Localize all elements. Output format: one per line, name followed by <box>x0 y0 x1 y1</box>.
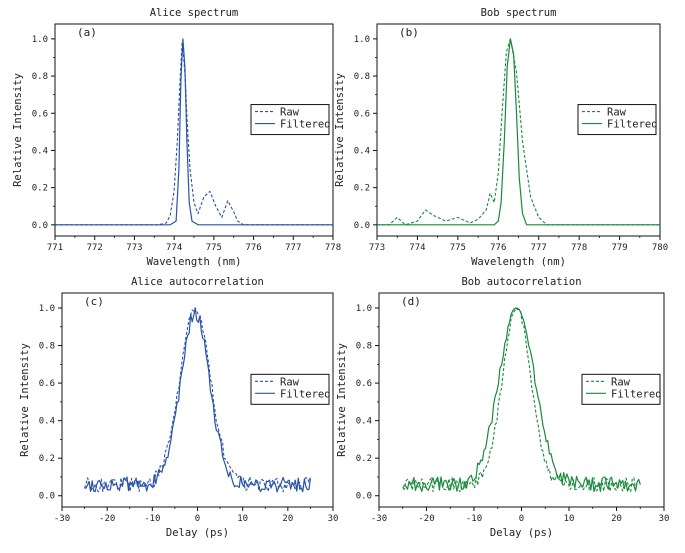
x-tick-label: 777 <box>285 243 301 253</box>
x-tick-label: 20 <box>282 514 293 524</box>
x-tick-label: 775 <box>450 243 466 253</box>
legend-label: Filtered <box>611 388 662 400</box>
chart-panel-a: 771 772 773 774 775 776 777 778 0.0 0.2 0.4 0.6 0.8 1… <box>12 7 341 268</box>
x-axis-label: Wavelength (nm) <box>471 256 566 268</box>
x-tick-label: -20 <box>99 514 115 524</box>
y-tick-label: 0.2 <box>356 454 372 464</box>
chart-panel-d: -30 -20 -10 0 10 20 30 0.0 0.2 0.4 0.6 0.8 1.0 Bob au… <box>336 276 669 539</box>
y-tick-label: 0.6 <box>356 379 372 389</box>
chart-title: Bob autocorrelation <box>461 276 581 288</box>
panel-label: (c) <box>84 295 104 308</box>
y-axis-label: Relative Intensity <box>12 73 24 187</box>
y-tick-label: 0.8 <box>39 342 55 352</box>
legend-label: Raw <box>611 376 631 388</box>
x-tick-label: 779 <box>611 243 627 253</box>
y-tick-label: 0.0 <box>354 221 370 231</box>
chart-title: Bob spectrum <box>481 7 557 19</box>
x-tick-label: 10 <box>564 514 575 524</box>
series-line-filtered <box>55 38 333 226</box>
chart-panel-c: -30 -20 -10 0 10 20 30 0.0 0.2 0.4 0.6 0.8 1.0 Alice … <box>19 276 338 539</box>
series-line-raw <box>55 42 333 226</box>
y-tick-label: 0.4 <box>356 417 372 427</box>
x-tick-label: 30 <box>659 514 670 524</box>
x-tick-label: 774 <box>409 243 425 253</box>
chart-title: Alice spectrum <box>150 7 239 19</box>
panel-label: (d) <box>401 295 421 308</box>
x-tick-label: 773 <box>126 243 142 253</box>
x-axis-label: Delay (ps) <box>166 527 229 539</box>
legend-label: Raw <box>280 376 300 388</box>
y-tick-label: 0.8 <box>356 342 372 352</box>
x-tick-label: 777 <box>531 243 547 253</box>
y-tick-label: 0.2 <box>39 454 55 464</box>
x-tick-label: 778 <box>325 243 341 253</box>
x-tick-label: 775 <box>206 243 222 253</box>
legend-label: Filtered <box>607 119 658 131</box>
panel-label: (b) <box>399 26 419 39</box>
y-tick-label: 0.6 <box>354 109 370 119</box>
chart-title: Alice autocorrelation <box>131 276 264 288</box>
x-axis-label: Wavelength (nm) <box>147 256 242 268</box>
x-tick-label: 20 <box>611 514 622 524</box>
y-axis-label: Relative Intensity <box>334 73 346 187</box>
x-tick-label: 776 <box>490 243 506 253</box>
x-tick-label: -30 <box>54 514 70 524</box>
x-tick-label: -20 <box>418 514 434 524</box>
y-tick-label: 0.0 <box>32 221 48 231</box>
legend-label: Raw <box>607 107 627 119</box>
y-tick-label: 0.8 <box>32 72 48 82</box>
y-tick-label: 0.8 <box>354 72 370 82</box>
legend-box <box>577 104 657 136</box>
x-tick-label: 778 <box>571 243 587 253</box>
legend-box <box>250 104 330 136</box>
x-tick-label: 776 <box>245 243 261 253</box>
x-tick-label: 0 <box>519 514 524 524</box>
legend-box <box>250 373 330 405</box>
y-tick-label: 1.0 <box>39 304 55 314</box>
panel-label: (a) <box>77 26 97 39</box>
chart-panel-b: 773 774 775 776 777 778 779 780 0.0 0.2 0.4 0.6 0.8 1… <box>334 7 668 268</box>
y-tick-label: 1.0 <box>32 35 48 45</box>
y-tick-label: 0.6 <box>39 379 55 389</box>
legend-label: Filtered <box>280 388 331 400</box>
x-tick-label: 0 <box>195 514 200 524</box>
y-tick-label: 0.6 <box>32 109 48 119</box>
y-tick-label: 1.0 <box>356 304 372 314</box>
x-tick-label: -10 <box>466 514 482 524</box>
series-line-filtered <box>377 38 660 226</box>
legend-box <box>581 373 661 405</box>
x-tick-label: 774 <box>166 243 182 253</box>
y-tick-label: 0.2 <box>354 184 370 194</box>
series-line-filtered <box>84 307 311 493</box>
x-tick-label: 773 <box>369 243 385 253</box>
series-line-filtered <box>402 307 641 493</box>
y-tick-label: 0.4 <box>354 146 370 156</box>
legend-label: Raw <box>280 107 300 119</box>
y-axis-label: Relative Intensity <box>336 343 348 457</box>
x-tick-label: 772 <box>87 243 103 253</box>
series-line-raw <box>377 38 660 226</box>
y-tick-label: 0.2 <box>32 184 48 194</box>
x-tick-label: 780 <box>652 243 668 253</box>
y-tick-label: 0.4 <box>39 417 55 427</box>
x-axis-label: Delay (ps) <box>490 527 553 539</box>
x-tick-label: -30 <box>371 514 387 524</box>
y-tick-label: 1.0 <box>354 35 370 45</box>
series-line-raw <box>84 307 311 493</box>
y-tick-label: 0.0 <box>356 492 372 502</box>
x-tick-label: -10 <box>144 514 160 524</box>
legend-label: Filtered <box>280 119 331 131</box>
y-tick-label: 0.4 <box>32 146 48 156</box>
y-axis-label: Relative Intensity <box>19 343 31 457</box>
x-tick-label: 30 <box>328 514 339 524</box>
x-tick-label: 771 <box>47 243 63 253</box>
x-tick-label: 10 <box>237 514 248 524</box>
y-tick-label: 0.0 <box>39 492 55 502</box>
